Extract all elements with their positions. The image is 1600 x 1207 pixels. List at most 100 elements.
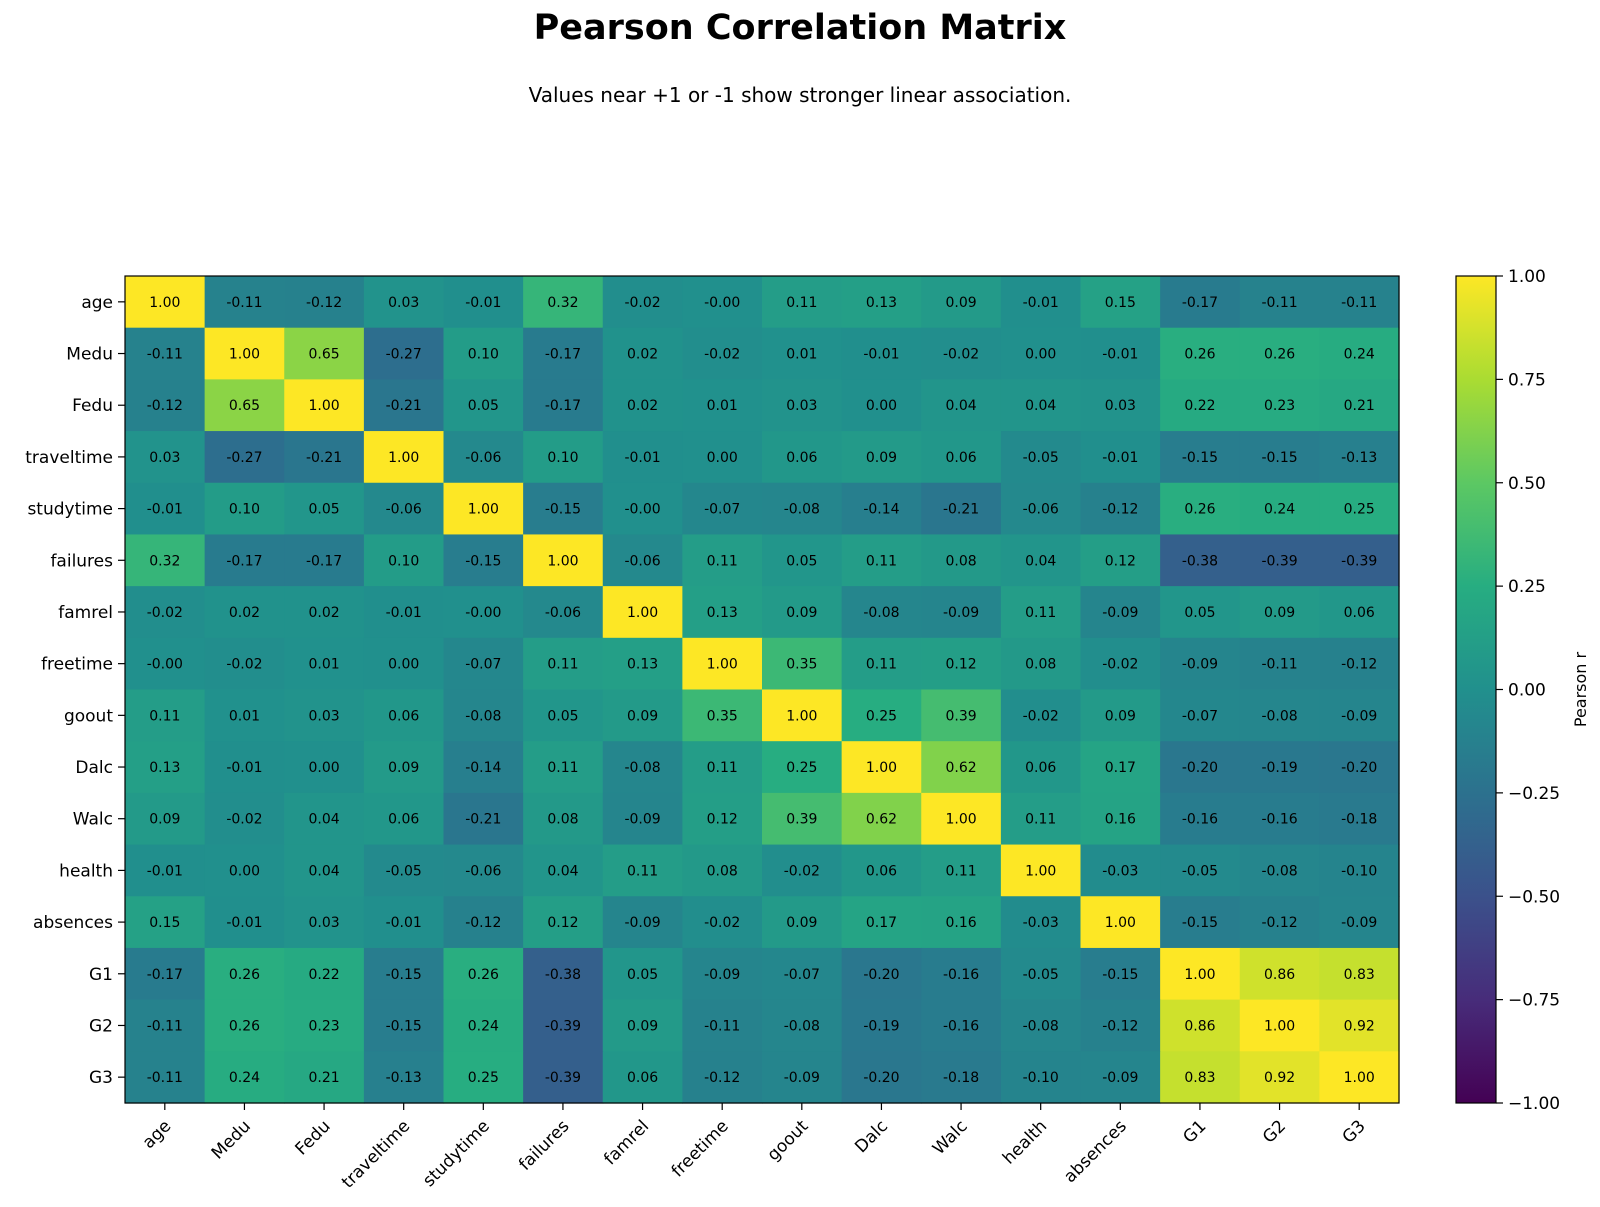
colorbar-tick-label: −0.75 xyxy=(1508,991,1560,1011)
heatmap-cell xyxy=(841,689,922,742)
heatmap-cell xyxy=(1080,689,1161,742)
cell-value-label: -0.20 xyxy=(1182,760,1218,776)
heatmap-cell xyxy=(762,482,843,536)
heatmap-cells xyxy=(125,276,1400,1104)
heatmap-cell xyxy=(841,896,922,949)
heatmap-cell xyxy=(602,482,683,536)
cell-value-label: -0.02 xyxy=(226,812,262,828)
cell-value-label: -0.20 xyxy=(1341,760,1377,776)
cell-value-label: -0.19 xyxy=(863,1018,899,1034)
cell-value-label: 0.06 xyxy=(1344,605,1375,621)
heatmap-cell xyxy=(284,431,365,484)
heatmap-cell xyxy=(762,947,843,1001)
cell-value-label: 0.23 xyxy=(1264,398,1295,414)
heatmap-cell xyxy=(1080,844,1161,897)
heatmap-cell xyxy=(125,482,206,536)
heatmap-cell xyxy=(363,896,445,949)
heatmap-cell xyxy=(523,689,604,742)
cell-value-label: -0.12 xyxy=(306,295,342,311)
heatmap-cell xyxy=(841,534,922,587)
cell-value-label: 0.26 xyxy=(1184,347,1215,363)
cell-value-label: -0.06 xyxy=(386,502,422,518)
cell-value-label: -0.08 xyxy=(863,605,899,621)
cell-value-label: -0.15 xyxy=(465,553,501,569)
cell-value-label: 0.06 xyxy=(388,812,419,828)
cell-value-label: -0.17 xyxy=(545,398,581,414)
y-tick-label: health xyxy=(59,861,113,881)
cell-value-label: 0.13 xyxy=(707,605,738,621)
heatmap-cell xyxy=(204,327,285,380)
cell-value-label: -0.06 xyxy=(465,450,501,466)
heatmap-cell xyxy=(523,379,604,432)
heatmap-cell xyxy=(1000,896,1082,949)
cell-value-label: -0.39 xyxy=(1341,553,1377,569)
cell-value-label: -0.12 xyxy=(1102,1018,1138,1034)
cell-value-label: -0.11 xyxy=(704,1018,740,1034)
cell-value-label: 0.06 xyxy=(786,450,817,466)
x-tick-label: traveltime xyxy=(338,1116,414,1192)
x-tick-label: G2 xyxy=(1259,1116,1290,1147)
heatmap-cell xyxy=(682,947,763,1001)
cell-value-label: -0.16 xyxy=(1261,812,1297,828)
cell-value-label: 0.11 xyxy=(547,760,578,776)
y-tick-label: absences xyxy=(33,913,113,933)
cell-value-label: 0.12 xyxy=(707,812,738,828)
cell-value-label: 0.09 xyxy=(627,708,658,724)
cell-value-label: 0.11 xyxy=(707,553,738,569)
heatmap-cell xyxy=(841,741,922,794)
cell-value-label: -0.18 xyxy=(943,1070,979,1086)
heatmap-cell xyxy=(443,844,524,897)
cell-value-label: -0.09 xyxy=(1341,708,1377,724)
y-tick-label: G3 xyxy=(89,1068,113,1088)
heatmap-cell xyxy=(602,999,683,1052)
cell-value-label: 0.05 xyxy=(786,553,817,569)
heatmap-cell xyxy=(762,741,843,794)
heatmap-cell xyxy=(204,844,285,897)
heatmap-cell xyxy=(682,637,763,691)
heatmap-cell xyxy=(762,586,843,639)
heatmap-cell xyxy=(523,1051,604,1104)
heatmap-cell xyxy=(284,482,365,536)
heatmap-cell xyxy=(1239,792,1320,846)
cell-value-label: -0.00 xyxy=(465,605,501,621)
heatmap-cell xyxy=(1160,999,1241,1052)
heatmap-cell xyxy=(841,1051,922,1104)
heatmap-cell xyxy=(762,276,843,329)
cell-value-label: 1.00 xyxy=(786,708,817,724)
cell-value-label: 0.16 xyxy=(1105,812,1136,828)
cell-value-label: 0.22 xyxy=(308,967,339,983)
heatmap-cell xyxy=(1000,534,1082,587)
y-tick-label: studytime xyxy=(27,500,113,520)
y-tick-label: Fedu xyxy=(72,396,113,416)
heatmap-cell xyxy=(841,379,922,432)
heatmap-cell xyxy=(921,947,1002,1001)
heatmap-cell xyxy=(1319,534,1400,587)
cell-value-label: -0.16 xyxy=(943,1018,979,1034)
cell-value-label: -0.17 xyxy=(545,347,581,363)
heatmap-cell xyxy=(125,844,206,897)
heatmap-cell xyxy=(523,741,604,794)
cell-value-label: 0.32 xyxy=(547,295,578,311)
heatmap-cell xyxy=(602,896,683,949)
heatmap-cell xyxy=(204,534,285,587)
x-tick-label: goout xyxy=(764,1116,813,1165)
cell-value-label: 0.21 xyxy=(308,1070,339,1086)
plot-frame xyxy=(124,275,1400,1104)
heatmap-cell xyxy=(1239,999,1320,1052)
heatmap-cell xyxy=(1319,637,1400,691)
cell-value-label: -0.11 xyxy=(1341,295,1377,311)
cell-value-label: 1.00 xyxy=(707,657,738,673)
cell-value-label: 0.02 xyxy=(627,347,658,363)
cell-value-label: -0.11 xyxy=(147,1070,183,1086)
cell-value-label: 0.09 xyxy=(627,1018,658,1034)
cell-value-label: -0.12 xyxy=(1261,915,1297,931)
heatmap-cell xyxy=(443,999,524,1052)
heatmap-cell xyxy=(1000,1051,1082,1104)
heatmap-cell xyxy=(284,379,365,432)
heatmap-cell xyxy=(1000,689,1082,742)
heatmap-cell xyxy=(602,534,683,587)
x-tick-label: famrel xyxy=(600,1116,653,1169)
heatmap-cell xyxy=(1000,999,1082,1052)
cell-value-label: -0.01 xyxy=(386,605,422,621)
cell-value-label: 0.26 xyxy=(229,967,260,983)
